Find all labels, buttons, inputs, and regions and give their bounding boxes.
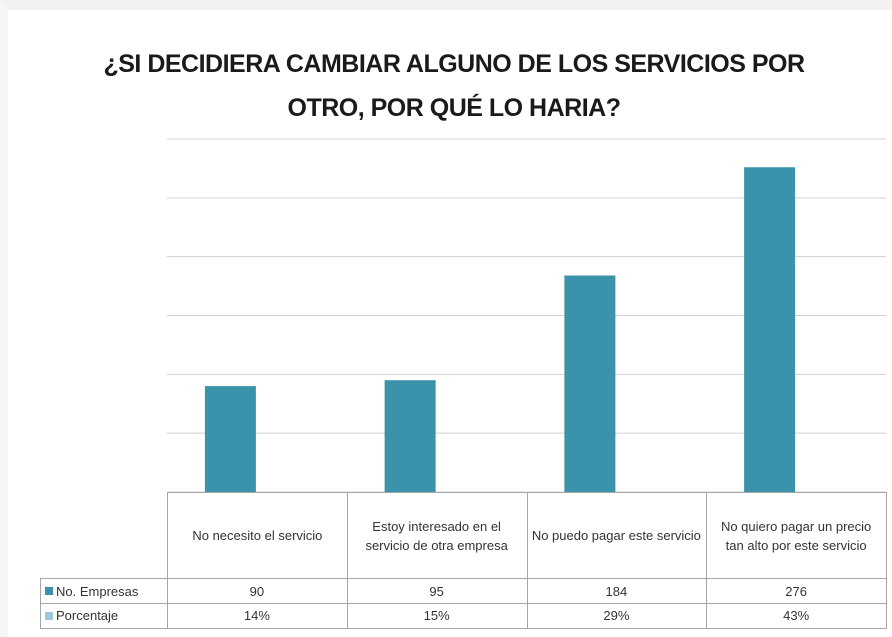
- table-value: 276: [706, 578, 887, 604]
- table-value: 29%: [526, 603, 708, 629]
- legend-entry: No. Empresas: [40, 578, 168, 604]
- chart-title: ¿SI DECIDIERA CAMBIAR ALGUNO DE LOS SERV…: [103, 50, 805, 122]
- category-label: No quiero pagar un precio tan alto por e…: [706, 492, 887, 579]
- table-value: 95: [346, 578, 528, 604]
- bar: [744, 167, 796, 493]
- table-value: 43%: [706, 603, 887, 629]
- legend-label: Porcentaje: [56, 608, 119, 623]
- legend-entry: Porcentaje: [40, 603, 168, 629]
- table-value: 90: [167, 578, 348, 604]
- table-value: 184: [526, 578, 708, 604]
- legend-label: No. Empresas: [56, 583, 139, 599]
- category-label: No necesito el servicio: [167, 492, 348, 579]
- bar: [564, 275, 616, 492]
- legend-key: [45, 611, 53, 620]
- bar: [204, 386, 256, 492]
- category-label: Estoy interesado en el servicio de otra …: [346, 492, 528, 579]
- category-label: No puedo pagar este servicio: [526, 492, 708, 579]
- bar: [384, 380, 436, 492]
- table-value: 14%: [167, 603, 348, 629]
- table-value: 15%: [346, 603, 528, 629]
- legend-key: [45, 587, 53, 595]
